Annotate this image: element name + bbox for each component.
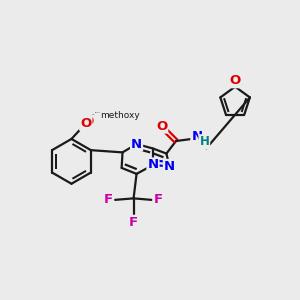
Text: methoxy: methoxy (95, 112, 101, 113)
Text: H: H (200, 135, 209, 148)
Text: O: O (80, 117, 92, 130)
Text: F: F (154, 194, 163, 206)
Text: methoxy: methoxy (100, 112, 140, 121)
Text: O: O (82, 116, 94, 128)
Text: F: F (129, 216, 138, 229)
Text: N: N (164, 160, 175, 173)
Text: N: N (147, 158, 158, 171)
Text: O: O (156, 120, 167, 133)
Text: N: N (191, 130, 203, 143)
Text: O: O (230, 74, 241, 87)
Text: N: N (131, 137, 142, 151)
Text: F: F (104, 194, 113, 206)
